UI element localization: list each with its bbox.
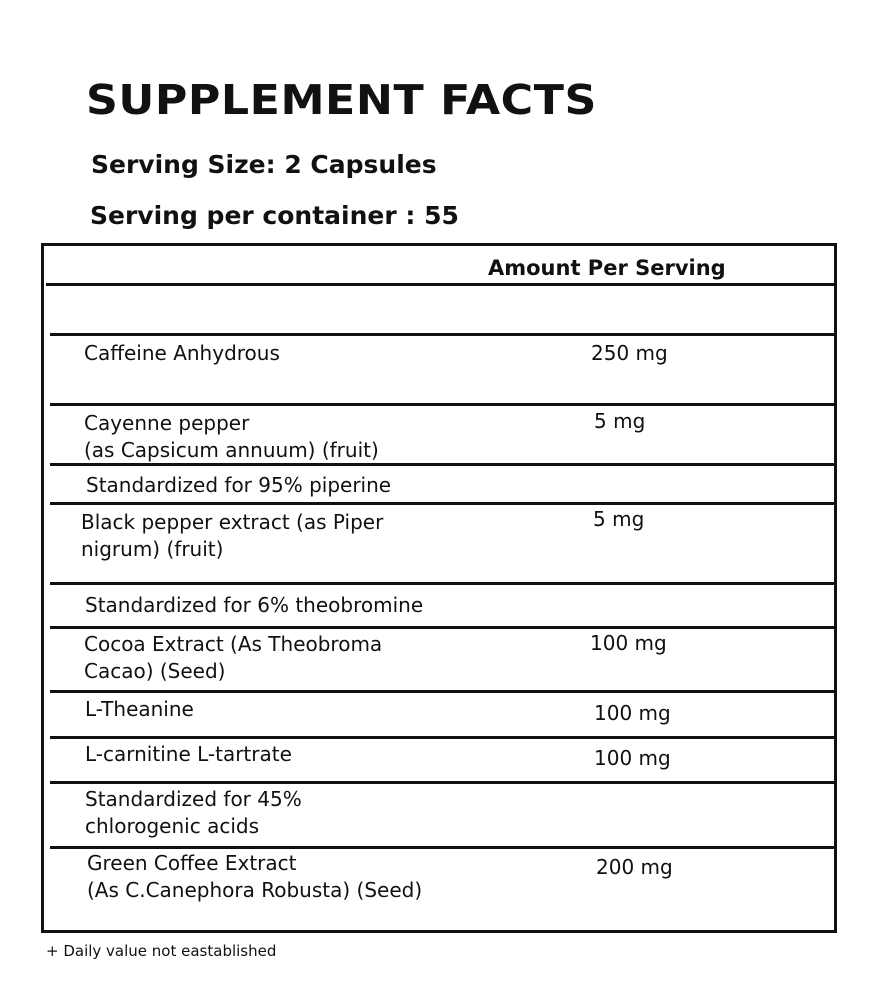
divider <box>50 690 834 693</box>
divider <box>50 626 834 629</box>
ingredient-amount: 100 mg <box>590 631 667 655</box>
ingredient-amount: 100 mg <box>594 701 671 725</box>
ingredient-name: Caffeine Anhydrous <box>84 341 280 365</box>
ingredient-name: Standardized for 45% chlorogenic acids <box>85 787 302 838</box>
divider <box>50 846 834 849</box>
servings-per-container: Serving per container : 55 <box>90 201 459 230</box>
supplement-facts-table <box>41 243 837 933</box>
divider <box>50 736 834 739</box>
ingredient-amount: 200 mg <box>596 855 673 879</box>
ingredient-name: Cayenne pepper (as Capsicum annuum) (fru… <box>84 411 379 462</box>
ingredient-amount: 5 mg <box>593 507 645 531</box>
ingredient-name: L-Theanine <box>85 697 194 721</box>
divider <box>50 502 834 505</box>
page-title: SUPPLEMENT FACTS <box>86 76 597 124</box>
ingredient-name: Standardized for 6% theobromine <box>85 593 424 617</box>
ingredient-amount: 100 mg <box>594 746 671 770</box>
ingredient-amount: 250 mg <box>591 341 668 365</box>
serving-size: Serving Size: 2 Capsules <box>91 150 437 179</box>
ingredient-name: Cocoa Extract (As Theobroma Cacao) (Seed… <box>84 632 383 683</box>
ingredient-name: Black pepper extract (as Piper nigrum) (… <box>81 510 384 561</box>
ingredient-amount: 5 mg <box>594 409 646 433</box>
ingredient-name: L-carnitine L-tartrate <box>85 742 292 766</box>
ingredient-name: Standardized for 95% piperine <box>86 473 392 497</box>
divider <box>50 582 834 585</box>
divider <box>50 403 834 406</box>
divider <box>50 333 834 336</box>
amount-per-serving-header: Amount Per Serving <box>488 256 726 280</box>
ingredient-name: Green Coffee Extract (As C.Canephora Rob… <box>87 851 423 902</box>
footnote: + Daily value not eastablished <box>46 942 277 960</box>
divider <box>46 283 834 286</box>
divider <box>50 463 834 466</box>
divider <box>50 781 834 784</box>
